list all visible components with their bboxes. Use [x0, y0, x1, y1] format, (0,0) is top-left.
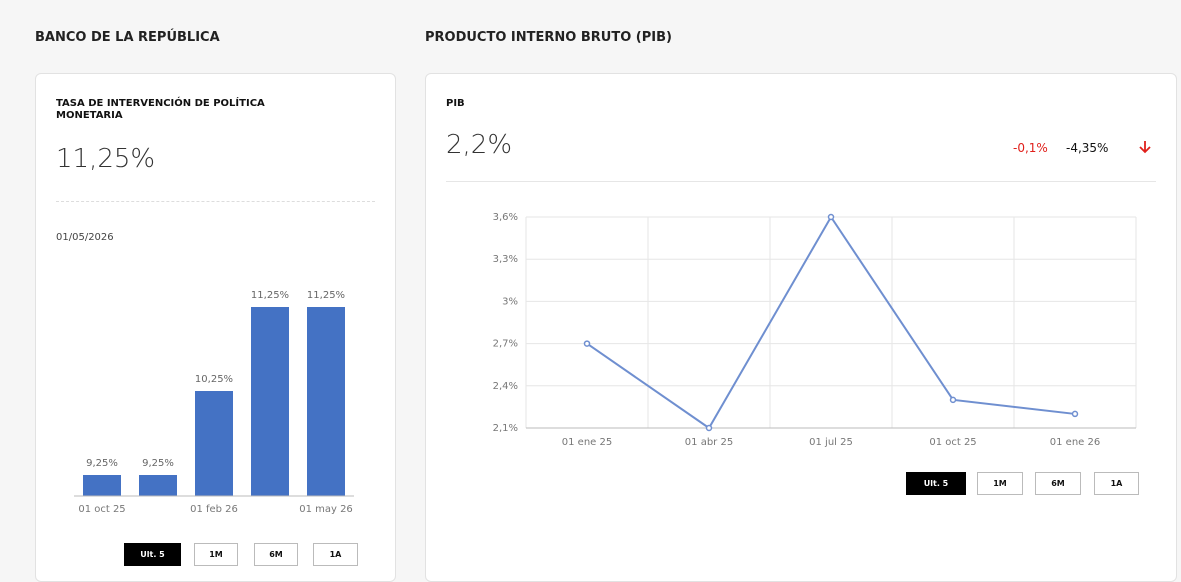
range-button[interactable]: Ult. 5 [124, 543, 181, 566]
range-button[interactable]: 6M [254, 543, 298, 566]
card-title: PIB [446, 98, 465, 109]
divider [56, 201, 375, 202]
card-title: TASA DE INTERVENCIÓN DE POLÍTICA MONETAR… [56, 98, 265, 121]
range-button[interactable]: 1A [1094, 472, 1139, 495]
card-date: 01/05/2026 [56, 232, 114, 243]
card-value: 2,2% [446, 130, 513, 160]
divider [446, 181, 1156, 182]
card: PIB 2,2% -0,1% -4,35% [425, 73, 1177, 582]
card-value: 11,25% [56, 144, 156, 174]
section-title: BANCO DE LA REPÚBLICA [35, 30, 220, 45]
range-button[interactable]: 6M [1035, 472, 1081, 495]
range-button[interactable]: 1M [194, 543, 238, 566]
range-button[interactable]: 1A [313, 543, 358, 566]
change-pct: -4,35% [1066, 141, 1109, 155]
range-button[interactable]: Ult. 5 [906, 472, 966, 495]
change: -0,1% [1013, 141, 1048, 155]
section-title: PRODUCTO INTERNO BRUTO (PIB) [425, 30, 672, 45]
card: TASA DE INTERVENCIÓN DE POLÍTICA MONETAR… [35, 73, 396, 582]
range-button[interactable]: 1M [977, 472, 1023, 495]
down-arrow [1139, 141, 1151, 154]
